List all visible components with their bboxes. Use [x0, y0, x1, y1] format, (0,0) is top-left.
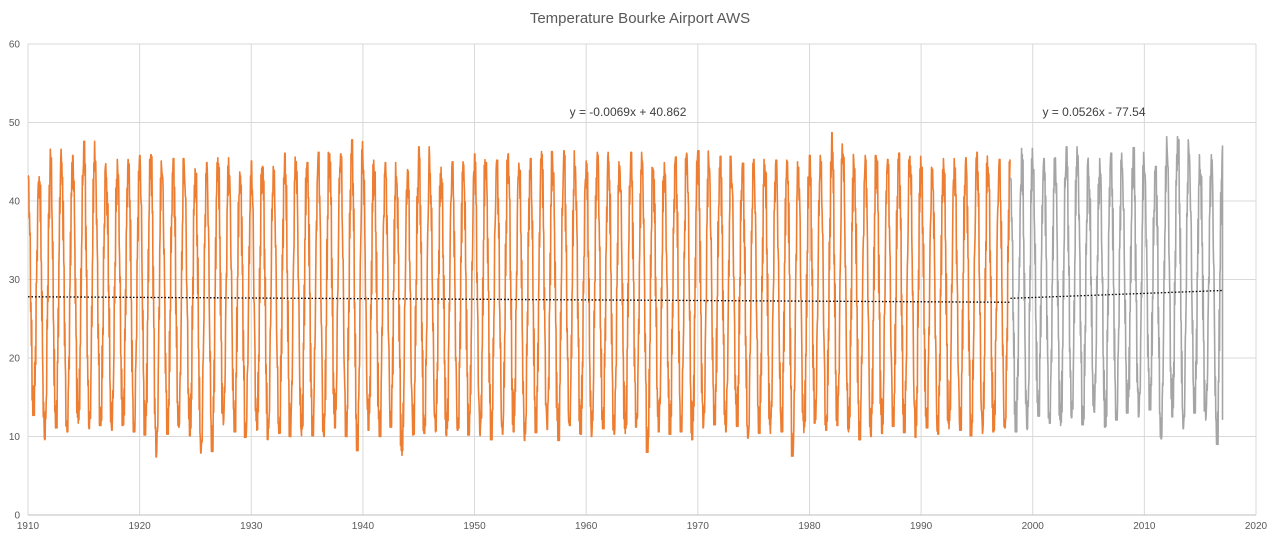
- x-tick-label: 1910: [17, 521, 40, 532]
- x-tick-label: 1950: [463, 521, 486, 532]
- trend-equation-2: y = 0.0526x - 77.54: [1042, 105, 1145, 119]
- axis-layer: 0 10 20 30 40 50 60 1910 1920 1930 1940 1950 1960 197…: [9, 40, 1268, 533]
- y-tick-label: 30: [9, 275, 21, 286]
- x-tick-label: 1930: [240, 521, 263, 532]
- chart-title: Temperature Bourke Airport AWS: [529, 10, 751, 27]
- x-tick-label: 2000: [1022, 521, 1045, 532]
- x-tick-label: 2010: [1133, 521, 1156, 532]
- x-tick-label: 1990: [910, 521, 933, 532]
- trend-equation-1: y = -0.0069x + 40.862: [570, 105, 687, 119]
- x-tick-label: 1920: [129, 521, 152, 532]
- trendline-2: [1010, 289, 1223, 299]
- y-tick-label: 10: [9, 432, 21, 443]
- y-tick-label: 40: [9, 197, 21, 208]
- temperature-series-2: [1009, 135, 1224, 446]
- series-layer: [27, 131, 1224, 458]
- x-tick-label: 1970: [687, 521, 710, 532]
- x-tick-label: 2020: [1245, 521, 1268, 532]
- trendline-1: [27, 296, 1011, 303]
- temperature-series-1: [27, 131, 1011, 458]
- x-tick-label: 1940: [352, 521, 375, 532]
- y-tick-label: 50: [9, 118, 21, 129]
- y-tick-label: 60: [9, 40, 21, 51]
- x-tick-label: 1960: [575, 521, 598, 532]
- y-tick-label: 0: [14, 511, 20, 522]
- x-tick-label: 1980: [798, 521, 821, 532]
- trendline-layer: [27, 289, 1223, 303]
- y-tick-label: 20: [9, 354, 21, 365]
